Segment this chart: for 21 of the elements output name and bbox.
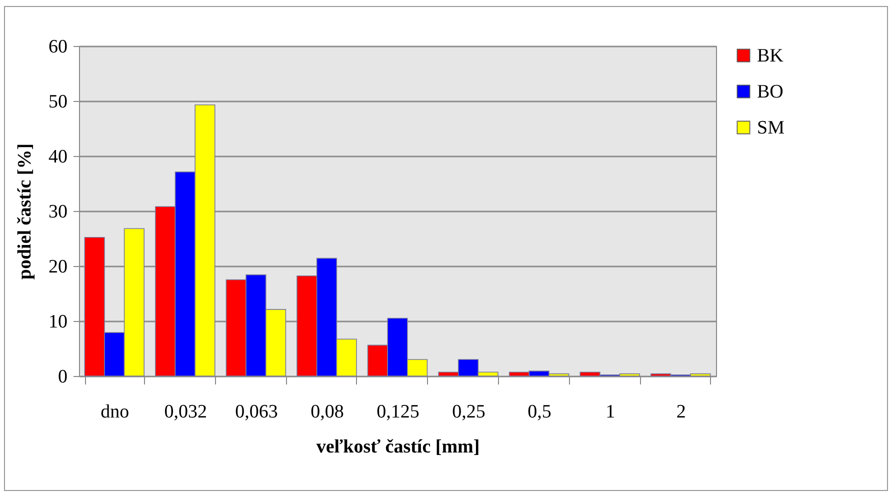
y-tick-label: 60 [48,36,68,58]
x-tick-label: 2 [676,402,686,422]
x-tick-label: 0,032 [164,402,208,422]
legend-label: SM [757,118,785,138]
x-tick-label: dno [100,402,130,422]
y-tick-label: 10 [48,312,68,332]
x-tick-label: 1 [606,402,616,422]
y-tick-label: 30 [48,202,68,222]
x-tick-label: 0,063 [235,402,278,422]
y-axis-title: podiel častíc [%] [14,143,36,280]
x-tick-label: 0,125 [376,402,420,422]
x-tick-label: 0,5 [528,402,552,422]
y-tick-label: 50 [48,92,68,112]
y-tick-label: 20 [48,256,68,278]
y-tick-label: 0 [58,366,68,388]
x-axis-title: veľkosť častíc [mm] [316,436,480,458]
x-tick-label: 0,25 [452,402,486,422]
legend-label: BK [757,46,784,66]
x-tick-label: 0,08 [310,402,344,422]
legend-label: BO [757,82,784,102]
y-tick-label: 40 [48,146,68,168]
